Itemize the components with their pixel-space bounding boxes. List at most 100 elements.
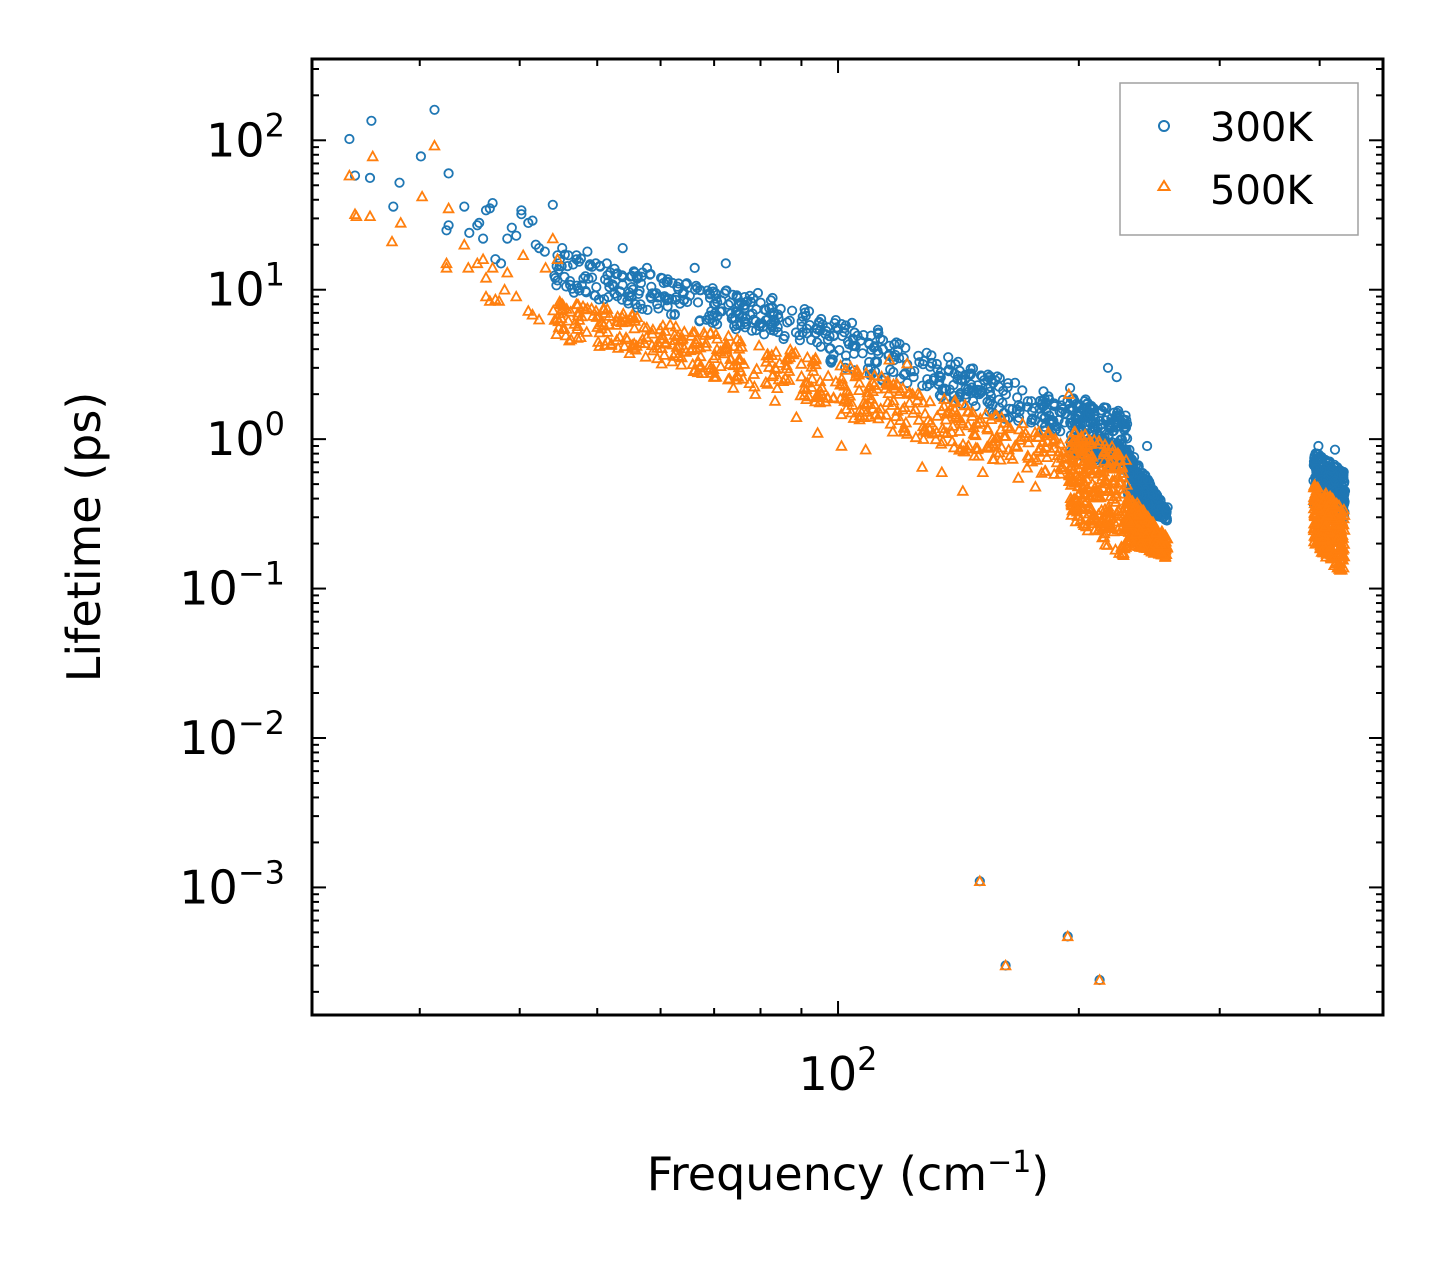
point-300k-band0: [608, 281, 620, 292]
point-500k-band0: [694, 349, 707, 362]
point-300k: [655, 272, 667, 283]
point-500k-band0: [591, 335, 605, 347]
point-500k-band1: [990, 429, 1004, 442]
point-500k-band0: [727, 358, 740, 371]
point-500k-band3: [1122, 496, 1136, 508]
point-300k-band1: [994, 372, 1005, 384]
point-300k-band4: [1316, 474, 1327, 485]
point-500k: [655, 357, 669, 369]
point-500k: [526, 308, 539, 320]
point-300k-band0: [635, 299, 646, 310]
point-300k-band1: [960, 389, 972, 400]
point-300k-band4: [1338, 469, 1349, 481]
point-500k-band1: [910, 393, 924, 406]
point-300k-band1: [885, 364, 896, 375]
point-300k-band1: [965, 379, 977, 390]
point-500k-band1: [827, 390, 840, 403]
point-500k: [532, 313, 546, 325]
point-500k-band0: [794, 357, 808, 369]
point-300k: [506, 222, 517, 233]
point-500k-band4: [1321, 507, 1334, 519]
x-tick-label: 102: [799, 1040, 878, 1101]
point-300k-band4: [1309, 450, 1320, 461]
point-500k-band1: [859, 366, 873, 378]
point-500k-band1: [903, 385, 916, 398]
y-tick-label: 10−1: [179, 555, 285, 616]
point-300k-band2: [1088, 421, 1099, 432]
point-300k-band1: [1041, 403, 1052, 414]
point-500k-band0: [639, 350, 653, 362]
point-500k-band0: [692, 355, 705, 367]
point-500k-band1: [886, 398, 899, 410]
point-300k: [673, 278, 684, 289]
point-300k-band1: [1022, 396, 1033, 407]
point-500k-band0: [703, 358, 716, 370]
point-300k-band1: [977, 371, 988, 382]
point-500k-band1: [1020, 461, 1034, 473]
point-500k-band1: [997, 429, 1011, 441]
point-300k-band2: [1122, 418, 1133, 430]
point-500k-band0: [733, 352, 746, 364]
point-500k-band0: [669, 320, 683, 332]
point-300k-band1: [933, 370, 945, 381]
point-500k-band0: [714, 359, 728, 372]
point-500k-band1: [893, 413, 907, 426]
point-500k-band1: [838, 394, 851, 406]
point-300k-band0: [593, 294, 605, 305]
point-500k-band0: [770, 381, 784, 394]
point-500k: [581, 301, 594, 314]
point-500k-band0: [571, 331, 584, 343]
point-500k-band0: [736, 372, 750, 384]
point-300k-band2: [1107, 426, 1118, 437]
point-500k-band1: [857, 410, 871, 423]
point-500k-band1: [929, 432, 943, 445]
point-300k: [557, 243, 568, 254]
point-500k-band4: [1336, 540, 1349, 552]
point-500k-band0: [722, 329, 735, 341]
point-500k-band0: [637, 320, 651, 333]
point-500k-band1: [924, 415, 938, 428]
point-500k-band0: [679, 345, 693, 357]
point-300k-band0: [637, 303, 648, 314]
point-300k: [822, 322, 833, 333]
point-500k-band2: [1097, 530, 1111, 542]
plot-frame: [310, 57, 1385, 1017]
point-500k-band0: [797, 381, 811, 394]
point-300k: [985, 395, 996, 407]
legend-marker-500k: [1156, 179, 1172, 191]
point-300k-band1: [852, 330, 863, 341]
point-300k-band0: [642, 304, 653, 315]
point-300k-band2: [1110, 415, 1121, 427]
point-500k-band0: [710, 342, 724, 355]
point-300k: [344, 133, 355, 145]
point-500k-band1: [987, 452, 1001, 465]
point-500k-band2: [1081, 462, 1095, 474]
point-500k-band0: [717, 346, 731, 359]
point-500k-band1: [936, 421, 950, 434]
point-500k-band1: [970, 417, 984, 429]
legend: 300K 500K: [1119, 82, 1359, 236]
point-300k-band1: [834, 344, 845, 356]
x-tick-labels: 102: [799, 1040, 878, 1101]
outlier-points: [973, 874, 1106, 986]
point-500k-band2: [1083, 433, 1097, 446]
point-300k-band1: [900, 342, 911, 353]
point-300k-band0: [653, 303, 664, 314]
point-500k-band0: [783, 343, 797, 355]
point-500k-band1: [926, 427, 939, 439]
point-500k: [457, 238, 471, 250]
point-500k-band1: [850, 366, 864, 378]
point-300k-band0: [729, 320, 740, 332]
point-300k-band0: [680, 279, 691, 290]
point-500k-band1: [881, 374, 895, 386]
point-500k-band1: [839, 363, 852, 375]
point-500k-band2: [1067, 472, 1081, 484]
point-500k-band2: [1112, 453, 1126, 465]
point-300k-band0: [707, 317, 718, 328]
point-300k-band1: [828, 330, 840, 341]
point-300k-band1: [931, 358, 942, 370]
point-300k-band0: [607, 279, 618, 290]
point-500k-band0: [735, 340, 749, 352]
point-300k-band1: [1014, 406, 1025, 417]
point-300k-band4: [1335, 487, 1346, 498]
